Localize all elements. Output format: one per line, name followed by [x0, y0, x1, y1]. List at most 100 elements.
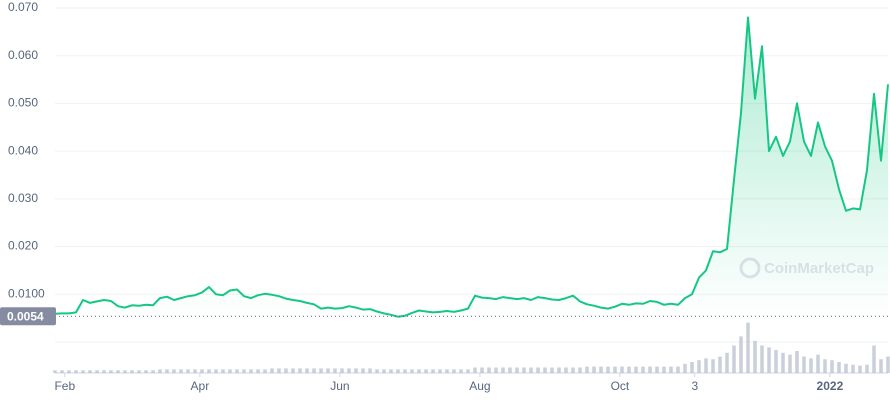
- volume-bar: [207, 369, 211, 373]
- volume-bar: [809, 358, 813, 373]
- volume-bar: [340, 368, 344, 373]
- volume-bar: [802, 356, 806, 373]
- volume-bar: [459, 369, 463, 373]
- x-tick-label: Apr: [191, 379, 210, 393]
- volume-bar: [116, 370, 120, 373]
- volume-bar: [851, 364, 855, 373]
- y-tick-label: 0.0100: [8, 286, 45, 300]
- volume-bar: [312, 368, 316, 373]
- volume-bar: [606, 366, 610, 373]
- volume-bar: [704, 358, 708, 373]
- volume-bar: [816, 354, 820, 373]
- volume-bar: [571, 367, 575, 373]
- volume-bar: [578, 367, 582, 373]
- volume-bar: [452, 369, 456, 373]
- volume-bar: [361, 368, 365, 373]
- volume-bar: [788, 354, 792, 373]
- x-tick-label: Aug: [469, 379, 490, 393]
- volume-bar: [151, 370, 155, 373]
- volume-bar: [725, 352, 729, 373]
- volume-bar: [494, 367, 498, 373]
- volume-bar: [669, 366, 673, 373]
- volume-bar: [501, 367, 505, 373]
- volume-bar: [60, 370, 64, 373]
- volume-bar: [263, 369, 267, 373]
- volume-bar: [592, 366, 596, 373]
- volume-bar: [242, 369, 246, 373]
- volume-bar: [130, 370, 134, 373]
- volume-bar: [627, 366, 631, 373]
- volume-bar: [662, 366, 666, 373]
- volume-bar: [109, 370, 113, 373]
- price-line: [54, 16, 889, 318]
- y-tick-label: 0.020: [8, 239, 38, 253]
- volume-bar: [270, 368, 274, 373]
- volume-bar: [683, 363, 687, 373]
- x-tick-label: 3: [691, 379, 698, 393]
- x-tick-label: Feb: [54, 379, 75, 393]
- volume-bar: [753, 340, 757, 373]
- volume-bar: [676, 366, 680, 373]
- volume-bar: [515, 367, 519, 373]
- volume-bar: [375, 369, 379, 373]
- reference-label-bg: [0, 307, 56, 326]
- volume-bar: [445, 369, 449, 373]
- watermark-text: CoinMarketCap: [764, 260, 874, 277]
- volume-bar: [879, 359, 883, 373]
- volume-bar: [466, 369, 470, 373]
- volume-bar: [844, 363, 848, 373]
- volume-bar: [389, 369, 393, 373]
- volume-bar: [410, 369, 414, 373]
- volume-bar: [319, 368, 323, 373]
- volume-bar: [767, 347, 771, 373]
- volume-bar: [473, 367, 477, 373]
- volume-bar: [557, 367, 561, 373]
- volume-bar: [88, 370, 92, 373]
- volume-bar: [74, 370, 78, 373]
- volume-bar: [172, 369, 176, 373]
- volume-bar: [256, 369, 260, 373]
- x-tick-label: 2022: [817, 379, 844, 393]
- volume-bar: [354, 368, 358, 373]
- volume-bar: [543, 367, 547, 373]
- volume-bar: [165, 369, 169, 373]
- volume-bar: [214, 369, 218, 373]
- volume-bar: [648, 366, 652, 373]
- y-tick-label: 0.060: [8, 48, 38, 62]
- reference-label: 0.0054: [7, 309, 44, 323]
- volume-bar: [795, 351, 799, 373]
- volume-bar: [368, 368, 372, 373]
- volume-bar: [858, 365, 862, 373]
- volume-bar: [536, 367, 540, 373]
- volume-bar: [235, 369, 239, 373]
- volume-bar: [760, 345, 764, 373]
- volume-bar: [305, 368, 309, 373]
- volume-bar: [249, 369, 253, 373]
- volume-bar: [711, 359, 715, 373]
- volume-bar: [67, 370, 71, 373]
- y-tick-label: 0.040: [8, 143, 38, 157]
- volume-bar: [417, 369, 421, 373]
- volume-bar: [823, 359, 827, 373]
- volume-bar: [739, 336, 743, 373]
- volume-bar: [284, 368, 288, 373]
- volume-bar: [529, 367, 533, 373]
- volume-bar: [480, 367, 484, 373]
- volume-bar: [144, 370, 148, 373]
- volume-bar: [382, 369, 386, 373]
- volume-bar: [102, 370, 106, 373]
- volume-bar: [634, 366, 638, 373]
- volume-bar: [291, 368, 295, 373]
- volume-bar: [326, 368, 330, 373]
- volume-bar: [193, 369, 197, 373]
- volume-bar: [277, 368, 281, 373]
- volume-bar: [228, 369, 232, 373]
- y-tick-label: 0.030: [8, 191, 38, 205]
- volume-bar: [396, 369, 400, 373]
- volume-bar: [613, 366, 617, 373]
- watermark: CoinMarketCap: [739, 257, 874, 279]
- volume-bar: [221, 369, 225, 373]
- volume-bar: [746, 322, 750, 373]
- volume-bar: [599, 366, 603, 373]
- volume-bar: [585, 366, 589, 373]
